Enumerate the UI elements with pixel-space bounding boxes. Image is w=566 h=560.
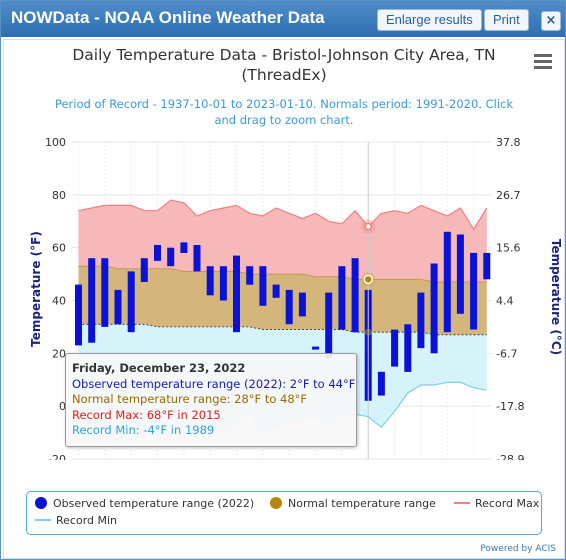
y-tick-label-left: 60 (52, 242, 66, 255)
y-tick-label-right: 37.8 (496, 136, 521, 149)
observed-range-bar (88, 258, 96, 343)
temperature-chart[interactable]: 100 37.8 80 26.7 60 15.6 40 4.4 20 -6.7 0 -17.8 -20 -… (4, 40, 564, 460)
y-tick-label-right: -6.7 (496, 347, 517, 360)
observed-range-bar (259, 266, 267, 306)
observed-range-bar (483, 252, 491, 280)
observed-range-bar (391, 329, 399, 367)
chart-title-line2: (ThreadEx) (241, 66, 327, 84)
legend-label-record-min: Record Min (56, 514, 118, 527)
record-max-line (78, 199, 488, 231)
y-tick-label-left: -20 (48, 453, 66, 460)
chart-subtitle: Period of Record - 1937-10-01 to 2023-01… (34, 96, 534, 128)
observed-range-bar (417, 292, 425, 349)
observed-range-bar (272, 284, 280, 298)
y-tick-label-right: -17.8 (496, 400, 524, 413)
observed-range-bar (233, 255, 240, 333)
observed-range-bar (430, 263, 438, 354)
subtitle-line2: and drag to zoom chart. (214, 113, 354, 127)
observed-range-bar (193, 245, 201, 272)
subtitle-line1: Period of Record - 1937-10-01 to 2023-01… (54, 97, 514, 111)
observed-range-bar (325, 292, 333, 359)
observed-range-bar (456, 234, 464, 314)
observed-range-bar (312, 346, 320, 350)
observed-range-bar (101, 258, 109, 327)
tooltip: Friday, December 23, 2022 Observed tempe… (65, 353, 357, 447)
tooltip-record-min: Record Min: -4°F in 1989 (72, 423, 215, 437)
observed-range-bar (377, 371, 385, 396)
y-tick-label-left: 100 (45, 136, 66, 149)
app-title: NOWData - NOAA Online Weather Data (11, 8, 325, 27)
observed-range-bar (114, 289, 122, 325)
y-tick-label-right: 15.6 (496, 242, 521, 255)
enlarge-results-button[interactable]: Enlarge results (377, 9, 482, 31)
normal-marker-icon (270, 497, 282, 509)
legend-item-record-min[interactable]: Record Min (35, 514, 117, 527)
y-tick-label-left: 20 (52, 347, 66, 360)
legend-label-observed: Observed temperature range (2022) (53, 497, 255, 510)
observed-marker-icon (35, 497, 47, 509)
record-max-area (78, 200, 487, 282)
close-icon[interactable]: × (541, 11, 561, 31)
right-axis-title: Temperature (°C) (549, 238, 564, 356)
legend-item-record-max[interactable]: Record Max (454, 497, 539, 510)
chart-title: Daily Temperature Data - Bristol-Johnson… (72, 46, 496, 64)
record-max-highlight-marker (364, 222, 372, 231)
y-tick-label-right: 26.7 (496, 189, 521, 202)
observed-range-bar (285, 289, 293, 325)
legend-label-normal: Normal temperature range (288, 497, 436, 510)
chart-legend: Observed temperature range (2022) Normal… (26, 491, 542, 535)
record-min-line-icon (35, 519, 51, 521)
chart-container: Daily Temperature Data - Bristol-Johnson… (3, 39, 565, 559)
observed-range-bar (351, 258, 359, 333)
credit-link[interactable]: Powered by ACIS (480, 544, 556, 554)
tooltip-normal: Normal temperature range: 28°F to 48°F (72, 392, 308, 406)
observed-range-bar (206, 266, 214, 296)
y-tick-label-right: 4.4 (496, 295, 514, 308)
observed-range-bar (154, 245, 161, 261)
record-max-line-icon (454, 502, 470, 504)
y-tick-label-right: -28.9 (496, 453, 524, 460)
normal-range-area (78, 266, 487, 335)
tooltip-record-max: Record Max: 68°F in 2015 (72, 407, 221, 422)
title-bar: NOWData - NOAA Online Weather Data Enlar… (1, 1, 565, 37)
observed-range-bar (167, 247, 175, 267)
observed-range-bar (140, 258, 148, 282)
normal-low-highlight-marker (364, 328, 372, 336)
observed-range-bar (75, 284, 82, 346)
tooltip-observed: Observed temperature range (2022): 2°F t… (72, 376, 356, 391)
hamburger-menu-icon[interactable] (534, 54, 552, 69)
observed-range-bar (404, 324, 412, 372)
y-tick-label-left: 40 (52, 295, 66, 308)
y-tick-label-left: 80 (52, 189, 66, 202)
normal-high-highlight-marker (363, 274, 373, 285)
legend-item-normal[interactable]: Normal temperature range (270, 497, 436, 510)
observed-range-bar (338, 266, 346, 330)
observed-range-bar (443, 231, 451, 333)
observed-range-bar (219, 266, 227, 301)
observed-range-bar (470, 252, 478, 330)
observed-range-bar (127, 271, 135, 333)
tooltip-date: Friday, December 23, 2022 (72, 361, 246, 375)
observed-range-bar (180, 242, 188, 253)
observed-range-bar (298, 292, 306, 317)
observed-range-bar (246, 266, 254, 285)
y-tick-label-left: 0 (59, 400, 66, 413)
legend-item-observed[interactable]: Observed temperature range (2022) (35, 497, 254, 510)
print-button[interactable]: Print (484, 9, 529, 31)
legend-label-record-max: Record Max (475, 497, 540, 510)
left-axis-title: Temperature (°F) (28, 231, 43, 347)
